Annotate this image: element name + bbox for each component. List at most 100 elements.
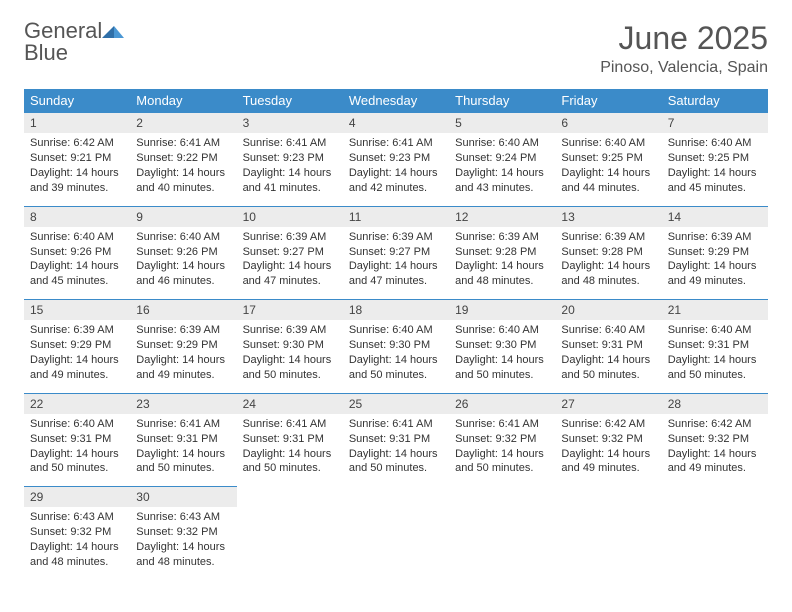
day-detail-row: Sunrise: 6:39 AMSunset: 9:29 PMDaylight:… [24,320,768,393]
sunset-line: Sunset: 9:32 PM [30,525,124,540]
day-detail-cell: Sunrise: 6:41 AMSunset: 9:32 PMDaylight:… [449,414,555,487]
daylight-line: Daylight: 14 hours and 45 minutes. [30,259,124,289]
day-number-cell: 12 [449,206,555,227]
day-number-cell: 23 [130,393,236,414]
sunrise-line: Sunrise: 6:42 AM [668,417,762,432]
day-detail-cell: Sunrise: 6:42 AMSunset: 9:21 PMDaylight:… [24,133,130,206]
calendar-body: 1234567Sunrise: 6:42 AMSunset: 9:21 PMDa… [24,113,768,580]
day-detail-cell: Sunrise: 6:40 AMSunset: 9:25 PMDaylight:… [555,133,661,206]
day-number-cell: 1 [24,113,130,134]
day-number-cell: 22 [24,393,130,414]
day-detail-cell: Sunrise: 6:42 AMSunset: 9:32 PMDaylight:… [662,414,768,487]
day-number-cell [237,487,343,508]
day-number-cell [343,487,449,508]
daylight-line: Daylight: 14 hours and 50 minutes. [561,353,655,383]
sunrise-line: Sunrise: 6:42 AM [30,136,124,151]
day-number-cell [449,487,555,508]
day-number-cell [555,487,661,508]
sunset-line: Sunset: 9:29 PM [668,245,762,260]
sunset-line: Sunset: 9:31 PM [243,432,337,447]
day-detail-cell: Sunrise: 6:42 AMSunset: 9:32 PMDaylight:… [555,414,661,487]
sunrise-line: Sunrise: 6:40 AM [668,323,762,338]
sunset-line: Sunset: 9:32 PM [668,432,762,447]
day-number-cell: 14 [662,206,768,227]
day-number-cell: 10 [237,206,343,227]
day-detail-cell [237,507,343,579]
sunset-line: Sunset: 9:21 PM [30,151,124,166]
sunset-line: Sunset: 9:28 PM [561,245,655,260]
sunset-line: Sunset: 9:27 PM [243,245,337,260]
day-number-cell: 15 [24,300,130,321]
day-number-cell: 18 [343,300,449,321]
day-detail-cell: Sunrise: 6:39 AMSunset: 9:29 PMDaylight:… [662,227,768,300]
weekday-header: Saturday [662,89,768,113]
day-number-cell: 17 [237,300,343,321]
day-number-row: 22232425262728 [24,393,768,414]
day-detail-row: Sunrise: 6:40 AMSunset: 9:26 PMDaylight:… [24,227,768,300]
sunrise-line: Sunrise: 6:40 AM [136,230,230,245]
title-block: June 2025 Pinoso, Valencia, Spain [600,20,768,77]
sunrise-line: Sunrise: 6:41 AM [243,417,337,432]
sunset-line: Sunset: 9:30 PM [349,338,443,353]
brand-text: General Blue [24,20,124,64]
sunset-line: Sunset: 9:25 PM [561,151,655,166]
brand-line2: Blue [24,42,124,64]
sunrise-line: Sunrise: 6:40 AM [349,323,443,338]
daylight-line: Daylight: 14 hours and 47 minutes. [243,259,337,289]
sunset-line: Sunset: 9:27 PM [349,245,443,260]
day-detail-cell: Sunrise: 6:41 AMSunset: 9:23 PMDaylight:… [343,133,449,206]
day-detail-cell: Sunrise: 6:39 AMSunset: 9:28 PMDaylight:… [449,227,555,300]
day-number-cell [662,487,768,508]
sunset-line: Sunset: 9:32 PM [455,432,549,447]
day-detail-cell: Sunrise: 6:40 AMSunset: 9:30 PMDaylight:… [449,320,555,393]
daylight-line: Daylight: 14 hours and 50 minutes. [455,447,549,477]
day-number-cell: 2 [130,113,236,134]
sunrise-line: Sunrise: 6:40 AM [668,136,762,151]
day-detail-cell: Sunrise: 6:40 AMSunset: 9:24 PMDaylight:… [449,133,555,206]
daylight-line: Daylight: 14 hours and 48 minutes. [136,540,230,570]
sunrise-line: Sunrise: 6:40 AM [30,230,124,245]
sunrise-line: Sunrise: 6:39 AM [136,323,230,338]
sunset-line: Sunset: 9:28 PM [455,245,549,260]
sunset-line: Sunset: 9:25 PM [668,151,762,166]
day-detail-row: Sunrise: 6:40 AMSunset: 9:31 PMDaylight:… [24,414,768,487]
weekday-header: Friday [555,89,661,113]
day-detail-cell: Sunrise: 6:39 AMSunset: 9:27 PMDaylight:… [343,227,449,300]
day-number-cell: 8 [24,206,130,227]
sunset-line: Sunset: 9:24 PM [455,151,549,166]
day-number-cell: 21 [662,300,768,321]
sunset-line: Sunset: 9:32 PM [136,525,230,540]
day-detail-cell: Sunrise: 6:43 AMSunset: 9:32 PMDaylight:… [130,507,236,579]
day-detail-cell [449,507,555,579]
daylight-line: Daylight: 14 hours and 50 minutes. [455,353,549,383]
day-number-cell: 5 [449,113,555,134]
day-number-cell: 13 [555,206,661,227]
day-detail-cell: Sunrise: 6:41 AMSunset: 9:22 PMDaylight:… [130,133,236,206]
weekday-header: Wednesday [343,89,449,113]
sunset-line: Sunset: 9:30 PM [243,338,337,353]
daylight-line: Daylight: 14 hours and 49 minutes. [561,447,655,477]
day-number-cell: 30 [130,487,236,508]
daylight-line: Daylight: 14 hours and 48 minutes. [561,259,655,289]
sunrise-line: Sunrise: 6:39 AM [455,230,549,245]
sunrise-line: Sunrise: 6:39 AM [30,323,124,338]
daylight-line: Daylight: 14 hours and 49 minutes. [136,353,230,383]
day-detail-cell: Sunrise: 6:39 AMSunset: 9:29 PMDaylight:… [24,320,130,393]
day-detail-row: Sunrise: 6:42 AMSunset: 9:21 PMDaylight:… [24,133,768,206]
day-detail-cell: Sunrise: 6:39 AMSunset: 9:29 PMDaylight:… [130,320,236,393]
sunrise-line: Sunrise: 6:39 AM [561,230,655,245]
day-number-cell: 6 [555,113,661,134]
sunset-line: Sunset: 9:26 PM [30,245,124,260]
weekday-header-row: Sunday Monday Tuesday Wednesday Thursday… [24,89,768,113]
day-detail-cell: Sunrise: 6:41 AMSunset: 9:31 PMDaylight:… [237,414,343,487]
sunset-line: Sunset: 9:31 PM [349,432,443,447]
day-number-cell: 4 [343,113,449,134]
daylight-line: Daylight: 14 hours and 46 minutes. [136,259,230,289]
brand-mark-icon [102,20,124,42]
day-number-cell: 26 [449,393,555,414]
daylight-line: Daylight: 14 hours and 50 minutes. [30,447,124,477]
day-detail-cell: Sunrise: 6:39 AMSunset: 9:30 PMDaylight:… [237,320,343,393]
sunset-line: Sunset: 9:26 PM [136,245,230,260]
sunrise-line: Sunrise: 6:43 AM [136,510,230,525]
day-detail-cell: Sunrise: 6:43 AMSunset: 9:32 PMDaylight:… [24,507,130,579]
